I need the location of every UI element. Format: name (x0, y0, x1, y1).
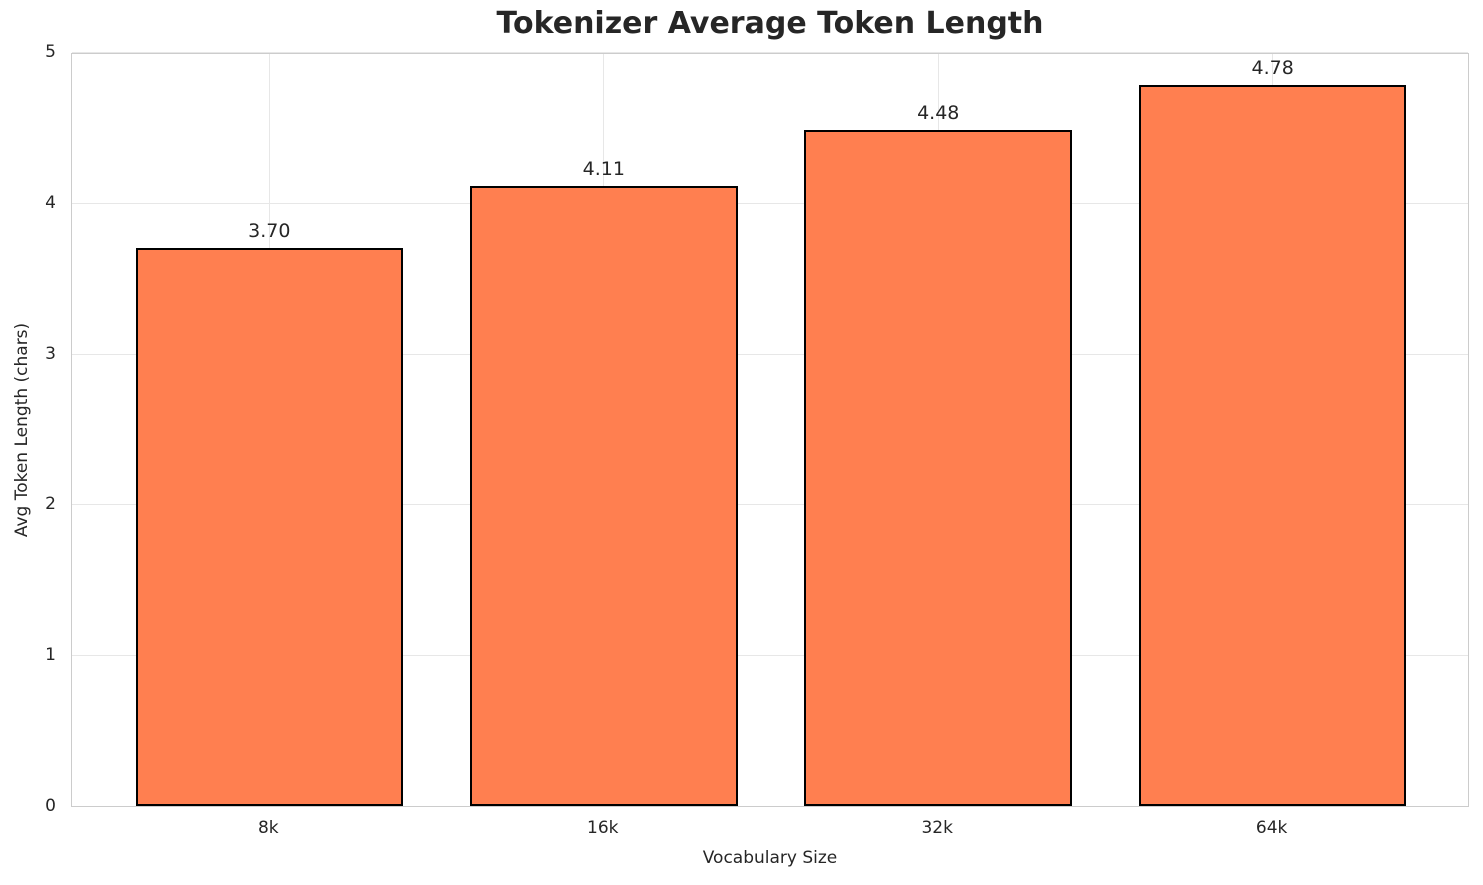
gridline-horizontal (72, 504, 1468, 506)
chart-title: Tokenizer Average Token Length (496, 6, 1044, 41)
bar-64k (1138, 85, 1407, 806)
bar-value-label: 4.48 (917, 102, 960, 125)
y-tick-label: 5 (45, 42, 56, 62)
x-tick-label-8k: 8k (257, 818, 279, 838)
y-tick-label: 2 (45, 494, 56, 515)
bar-value-label: 3.70 (248, 220, 291, 243)
gridline-horizontal (72, 655, 1468, 657)
y-tick-label: 0 (45, 796, 56, 816)
y-tick-label: 4 (45, 192, 56, 213)
plot-area: 3.70 4.11 4.48 4.78 (71, 52, 1469, 807)
bar-16k (469, 186, 738, 806)
bar-8k (135, 248, 404, 806)
x-tick-label-64k: 64k (1255, 818, 1288, 838)
x-axis-label: Vocabulary Size (702, 848, 838, 868)
x-tick-label-32k: 32k (921, 818, 953, 838)
y-tick-label: 3 (45, 343, 56, 364)
bar-32k (804, 130, 1072, 806)
bar-value-label: 4.11 (582, 158, 625, 181)
gridline-horizontal (72, 202, 1468, 204)
gridline-horizontal (72, 52, 1468, 53)
bar-value-label: 4.78 (1251, 57, 1294, 80)
gridline-horizontal (72, 353, 1468, 355)
y-tick-label: 1 (45, 645, 56, 666)
x-tick-label-16k: 16k (587, 818, 619, 838)
